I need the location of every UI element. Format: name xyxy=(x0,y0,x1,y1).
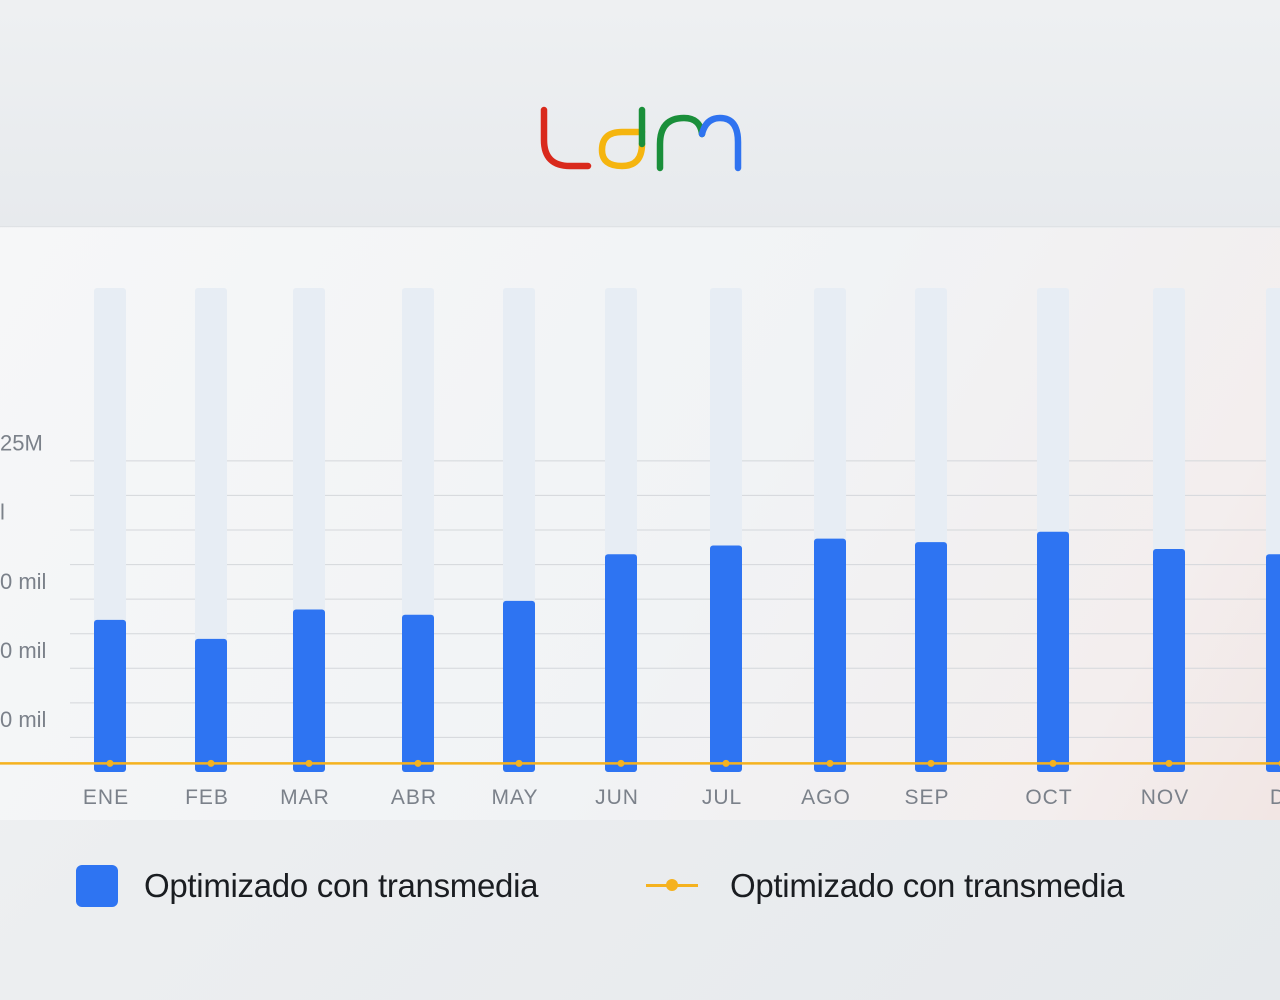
line-point-jun xyxy=(617,759,625,767)
legend-swatch-line xyxy=(646,865,698,907)
logo-letter-m-right xyxy=(698,114,742,172)
bar-abr xyxy=(402,614,434,772)
legend-swatch-bar xyxy=(76,865,118,907)
bar-may xyxy=(503,600,535,772)
line-point-oct xyxy=(1049,759,1057,767)
x-tick-label-may: MAY xyxy=(492,786,539,809)
line-point-abr xyxy=(414,759,422,767)
legend-label-line: Optimizado con transmedia xyxy=(730,867,1125,904)
x-tick-label-jul: JUL xyxy=(702,786,742,809)
chart-panel: 0 mil 0 mil 0 mil l 25M ENE FEB MAR ABR MAY JUN JUL… xyxy=(0,228,1280,820)
y-tick-label-0: 0 mil xyxy=(0,707,46,732)
logo-letter-m-left xyxy=(656,114,706,172)
legend: Optimizado con transmedia Optimizado con… xyxy=(0,850,1280,930)
x-tick-label-oct: OCT xyxy=(1025,786,1072,809)
bar-mar xyxy=(293,609,325,772)
x-tick-label-feb: FEB xyxy=(185,786,229,809)
x-tick-label-nov: NOV xyxy=(1141,786,1190,809)
x-tick-label-abr: ABR xyxy=(391,786,437,809)
line-point-feb xyxy=(207,759,215,767)
line-point-sep xyxy=(927,759,935,767)
x-tick-label-ene: ENE xyxy=(83,786,129,809)
line-point-jul xyxy=(722,759,730,767)
line-point-ene xyxy=(106,759,114,767)
logo-letter-d-bowl xyxy=(598,128,646,170)
bar-jul xyxy=(710,545,742,772)
x-tick-label-sep: SEP xyxy=(904,786,949,809)
bar-sep xyxy=(915,542,947,772)
x-tick-label-d: D xyxy=(1270,786,1280,809)
y-tick-label-4: 25M xyxy=(0,431,43,456)
legend-label-bars: Optimizado con transmedia xyxy=(144,867,539,904)
legend-item-bars: Optimizado con transmedia xyxy=(76,864,539,908)
line-point-ago xyxy=(826,759,834,767)
bar-ene xyxy=(94,619,126,772)
x-tick-label-jun: JUN xyxy=(595,786,639,809)
x-tick-label-ago: AGO xyxy=(801,786,851,809)
bar-oct xyxy=(1037,531,1069,772)
y-tick-label-2: 0 mil xyxy=(0,569,46,594)
line-point-may xyxy=(515,759,523,767)
bar-feb xyxy=(195,638,227,772)
line-point-nov xyxy=(1165,759,1173,767)
logo-letter-u-stroke xyxy=(540,106,592,170)
bar-d xyxy=(1266,554,1280,772)
legend-item-line: Optimizado con transmedia xyxy=(646,864,1125,908)
y-tick-label-3: l xyxy=(0,500,5,525)
bar-ago xyxy=(814,538,846,772)
legend-swatch-line-dot xyxy=(666,879,678,891)
line-point-mar xyxy=(305,759,313,767)
bar-jun xyxy=(605,554,637,772)
bar-nov xyxy=(1153,549,1185,772)
udm-logo xyxy=(540,106,742,172)
header xyxy=(0,0,1280,227)
bar-chart: 0 mil 0 mil 0 mil l 25M ENE FEB MAR ABR MAY JUN JUL… xyxy=(0,288,1280,809)
x-tick-label-mar: MAR xyxy=(280,786,330,809)
y-tick-label-1: 0 mil xyxy=(0,638,46,663)
